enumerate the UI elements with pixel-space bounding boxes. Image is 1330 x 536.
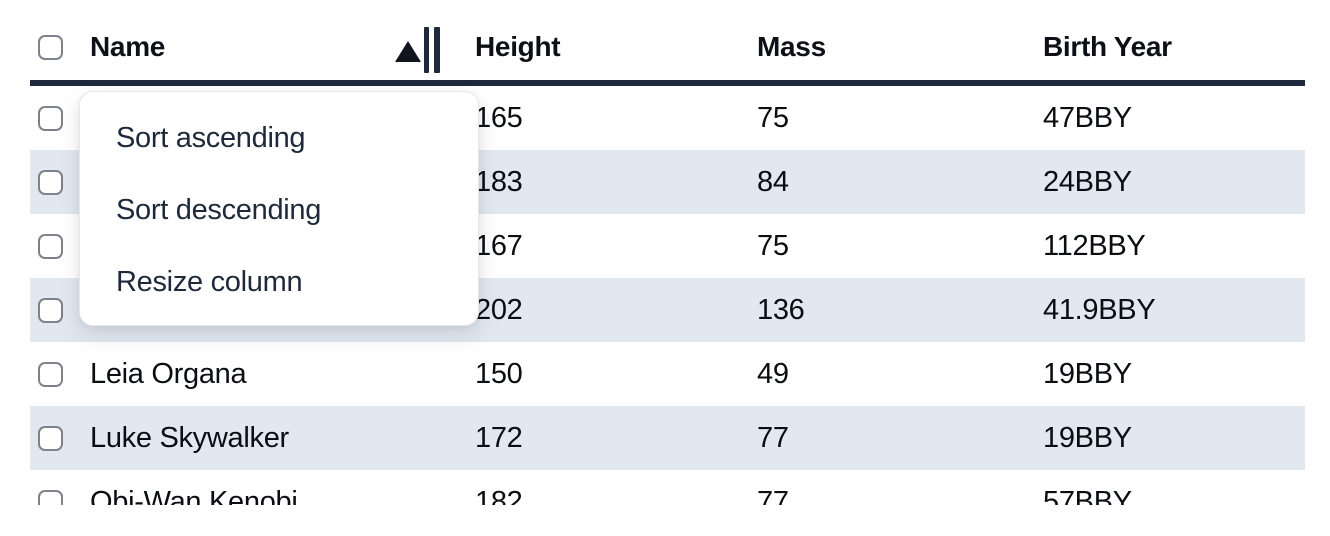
table-row[interactable]: 165 75 47BBY xyxy=(30,86,1305,150)
row-checkbox[interactable] xyxy=(38,297,63,323)
height-cell: 167 xyxy=(475,229,523,262)
mass-cell: 75 xyxy=(757,101,789,134)
select-all-checkbox[interactable] xyxy=(38,34,63,60)
row-checkbox-cell xyxy=(30,233,78,259)
row-checkbox[interactable] xyxy=(38,169,63,195)
table-row[interactable]: Luke Skywalker 172 77 19BBY xyxy=(30,406,1305,470)
data-table: Name Height Mass Birth Year 165 75 47BBY xyxy=(30,0,1305,505)
row-checkbox[interactable] xyxy=(38,233,63,259)
menu-item-sort-ascending[interactable]: Sort ascending xyxy=(116,121,306,154)
table-viewport: Name Height Mass Birth Year 165 75 47BBY xyxy=(30,0,1305,505)
height-cell: 202 xyxy=(475,293,523,326)
mass-cell: 136 xyxy=(757,293,805,326)
height-cell: 150 xyxy=(475,357,523,390)
table-row[interactable]: 167 75 112BBY xyxy=(30,214,1305,278)
table-header-row: Name Height Mass Birth Year xyxy=(30,0,1305,86)
birth-year-cell: 47BBY xyxy=(1043,101,1132,134)
menu-item-sort-descending[interactable]: Sort descending xyxy=(116,193,322,226)
height-cell: 165 xyxy=(475,101,523,134)
column-context-menu: Sort ascending Sort descending Resize co… xyxy=(79,91,479,326)
height-cell: 183 xyxy=(475,165,523,198)
column-resize-handle-bar-icon[interactable] xyxy=(424,27,429,73)
birth-year-cell: 41.9BBY xyxy=(1043,293,1156,326)
mass-cell: 49 xyxy=(757,357,789,390)
row-checkbox-cell xyxy=(30,105,78,131)
height-cell: 172 xyxy=(475,421,523,454)
column-header-name-label: Name xyxy=(90,31,166,62)
column-header-height-label: Height xyxy=(475,31,561,62)
name-cell: Obi-Wan Kenobi xyxy=(90,485,298,506)
column-header-birth-year[interactable]: Birth Year xyxy=(1028,31,1305,63)
mass-cell: 77 xyxy=(757,485,789,506)
birth-year-cell: 19BBY xyxy=(1043,357,1132,390)
birth-year-cell: 19BBY xyxy=(1043,421,1132,454)
row-checkbox-cell xyxy=(30,297,78,323)
row-checkbox-cell xyxy=(30,489,78,505)
row-checkbox-cell xyxy=(30,425,78,451)
column-header-birth-year-label: Birth Year xyxy=(1043,31,1172,62)
table-row[interactable]: Leia Organa 150 49 19BBY xyxy=(30,342,1305,406)
row-checkbox[interactable] xyxy=(38,489,63,505)
menu-item-resize-column[interactable]: Resize column xyxy=(116,265,303,298)
column-header-mass-label: Mass xyxy=(757,31,826,62)
birth-year-cell: 57BBY xyxy=(1043,485,1132,506)
birth-year-cell: 112BBY xyxy=(1043,229,1146,262)
sort-ascending-triangle-up-icon xyxy=(395,41,421,62)
column-header-mass[interactable]: Mass xyxy=(742,31,1028,63)
mass-cell: 77 xyxy=(757,421,789,454)
row-checkbox-cell xyxy=(30,361,78,387)
table-body: 165 75 47BBY 183 84 24BBY 167 75 112BBY … xyxy=(30,86,1305,505)
row-checkbox-cell xyxy=(30,169,78,195)
name-cell: Leia Organa xyxy=(90,357,247,390)
table-row[interactable]: Obi-Wan Kenobi 182 77 57BBY xyxy=(30,470,1305,505)
row-checkbox[interactable] xyxy=(38,361,63,387)
column-header-height[interactable]: Height xyxy=(460,31,742,63)
name-cell: Luke Skywalker xyxy=(90,421,289,454)
header-checkbox-cell xyxy=(30,34,78,60)
table-row[interactable]: 202 136 41.9BBY xyxy=(30,278,1305,342)
mass-cell: 75 xyxy=(757,229,789,262)
row-checkbox[interactable] xyxy=(38,105,63,131)
column-header-name[interactable]: Name xyxy=(78,31,460,63)
column-resize-handle-bar-icon[interactable] xyxy=(434,27,440,73)
mass-cell: 84 xyxy=(757,165,789,198)
row-checkbox[interactable] xyxy=(38,425,63,451)
birth-year-cell: 24BBY xyxy=(1043,165,1132,198)
height-cell: 182 xyxy=(475,485,523,506)
